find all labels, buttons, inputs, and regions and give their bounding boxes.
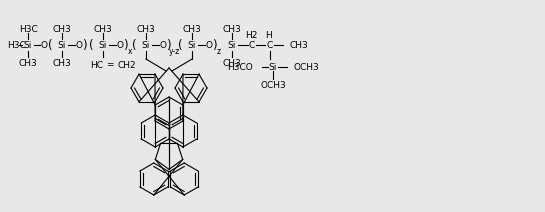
- Text: Si: Si: [142, 40, 150, 49]
- Text: y-z: y-z: [168, 46, 180, 56]
- Text: ): ): [166, 39, 170, 52]
- Text: CH3: CH3: [94, 25, 112, 33]
- Text: CH3: CH3: [53, 59, 71, 67]
- Text: H3C: H3C: [19, 25, 38, 33]
- Text: z: z: [217, 46, 221, 56]
- Text: H2: H2: [245, 32, 257, 40]
- Text: Si: Si: [188, 40, 196, 49]
- Text: OCH3: OCH3: [293, 63, 319, 71]
- Text: O: O: [160, 40, 167, 49]
- Text: ): ): [82, 39, 86, 52]
- Text: CH3: CH3: [290, 40, 309, 49]
- Text: C: C: [249, 40, 255, 49]
- Text: Si: Si: [24, 40, 32, 49]
- Text: H3CO: H3CO: [227, 63, 253, 71]
- Text: OCH3: OCH3: [260, 81, 286, 89]
- Text: O: O: [205, 40, 213, 49]
- Text: Si: Si: [58, 40, 66, 49]
- Text: O: O: [117, 40, 124, 49]
- Text: ): ): [211, 39, 216, 52]
- Text: Si: Si: [99, 40, 107, 49]
- Text: CH3: CH3: [137, 25, 155, 33]
- Text: O: O: [40, 40, 47, 49]
- Text: (: (: [178, 39, 183, 52]
- Text: x: x: [128, 46, 132, 56]
- Text: Si: Si: [269, 63, 277, 71]
- Text: CH3: CH3: [222, 59, 241, 67]
- Text: C: C: [267, 40, 273, 49]
- Text: Si: Si: [228, 40, 236, 49]
- Text: (: (: [89, 39, 93, 52]
- Text: H: H: [265, 32, 271, 40]
- Text: CH2: CH2: [118, 60, 137, 70]
- Text: H3C: H3C: [7, 40, 26, 49]
- Text: CH3: CH3: [222, 25, 241, 33]
- Text: O: O: [76, 40, 82, 49]
- Text: CH3: CH3: [183, 25, 201, 33]
- Text: ): ): [123, 39, 128, 52]
- Text: (: (: [48, 39, 52, 52]
- Text: HC: HC: [90, 60, 103, 70]
- Text: =: =: [106, 60, 114, 70]
- Text: (: (: [132, 39, 136, 52]
- Text: CH3: CH3: [19, 59, 38, 67]
- Text: CH3: CH3: [53, 25, 71, 33]
